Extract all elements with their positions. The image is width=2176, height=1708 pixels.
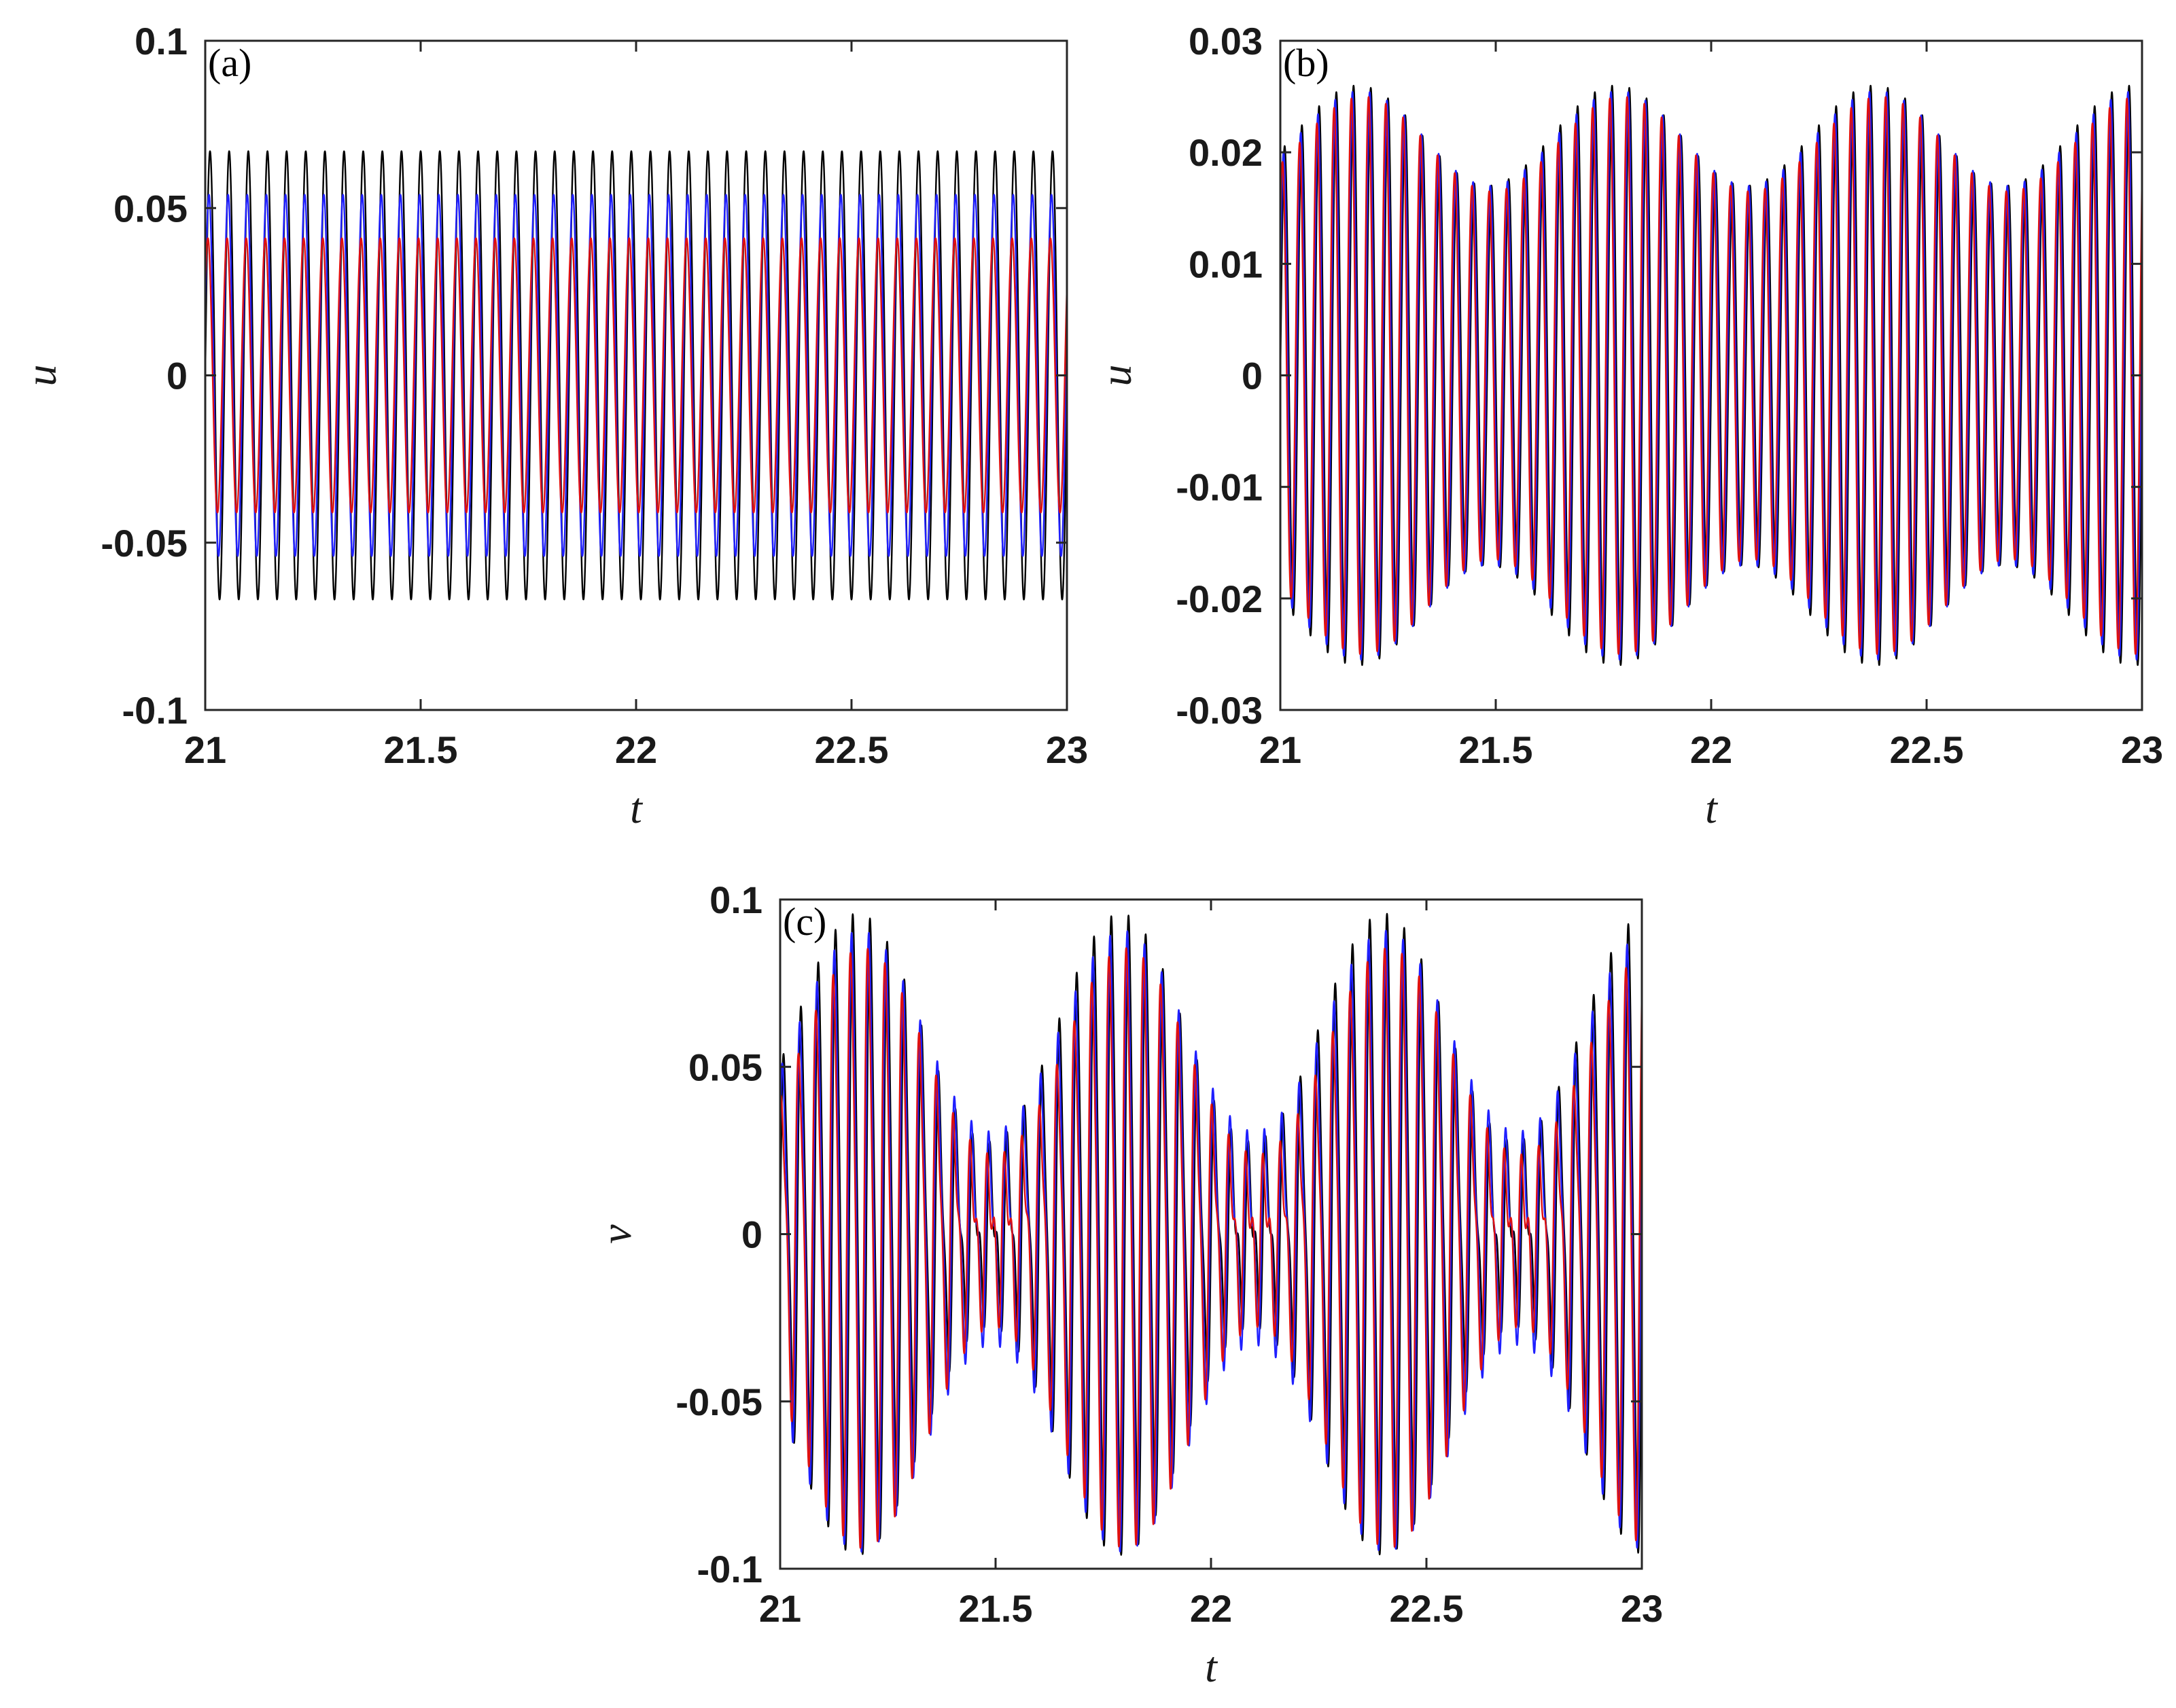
- panel-b-series-2-line: [1280, 90, 2142, 661]
- panel-b: 0.03 0.02 0.01 0 -0.01 -0.02 -0.03 21 21.5 22 22.…: [1092, 20, 2163, 832]
- panel-a-y-axis-label: u: [17, 365, 65, 387]
- panel-a-y-tick-label: -0.1: [122, 689, 188, 732]
- panel-b-x-tick-label: 21.5: [1459, 728, 1533, 771]
- panel-a-x-tick-label: 22: [615, 728, 657, 771]
- panel-a-x-tick-label: 23: [1046, 728, 1088, 771]
- panel-c-series-group: [780, 912, 1642, 1556]
- panel-b-y-tick-label: -0.01: [1176, 466, 1263, 509]
- panel-b-x-ticks: 21 21.5 22 22.5 23: [1259, 41, 2163, 771]
- panel-a-y-tick-label: 0.1: [135, 20, 188, 63]
- panel-c-x-ticks: 21 21.5 22 22.5 23: [759, 900, 1663, 1630]
- panel-b-y-tick-label: 0.02: [1189, 131, 1263, 174]
- panel-c-y-axis-label: v: [592, 1224, 640, 1244]
- panel-a-series-3-line: [205, 237, 1067, 514]
- panel-c-y-tick-label: 0.05: [688, 1046, 762, 1088]
- panel-c-series-1-line: [780, 912, 1642, 1556]
- panel-c-label: (c): [783, 900, 826, 944]
- panel-b-x-axis-label: t: [1705, 784, 1719, 832]
- panel-c-x-tick-label: 22.5: [1390, 1587, 1464, 1630]
- panel-b-x-tick-label: 23: [2121, 728, 2163, 771]
- panel-b-y-tick-label: 0.03: [1189, 20, 1263, 63]
- panel-a-x-tick-label: 22.5: [815, 728, 889, 771]
- panel-b-series-group: [1280, 84, 2142, 666]
- panel-a-x-tick-label: 21.5: [384, 728, 458, 771]
- panel-b-y-tick-label: 0: [1242, 355, 1263, 397]
- panel-c-x-tick-label: 21.5: [959, 1587, 1033, 1630]
- panel-a-series-group: [205, 150, 1067, 601]
- panel-b-y-tick-label: -0.02: [1176, 577, 1263, 620]
- panel-a-series-1-line: [205, 150, 1067, 601]
- panel-a-x-ticks: 21 21.5 22 22.5 23: [184, 41, 1088, 771]
- panel-a-y-ticks: 0.1 0.05 0 -0.05 -0.1: [101, 20, 1067, 732]
- panel-c-y-tick-label: 0: [741, 1213, 762, 1256]
- panel-b-y-tick-label: 0.01: [1189, 243, 1263, 285]
- panel-c-x-axis-label: t: [1205, 1643, 1218, 1691]
- panel-c: 0.1 0.05 0 -0.05 -0.1 21 21.5 22 22.5 23 (c) t v: [592, 878, 1663, 1691]
- panel-b-x-tick-label: 22.5: [1890, 728, 1964, 771]
- panel-a-x-axis-label: t: [630, 784, 644, 832]
- panel-b-y-ticks: 0.03 0.02 0.01 0 -0.01 -0.02 -0.03: [1176, 20, 2142, 732]
- panel-a-y-tick-label: 0.05: [113, 187, 188, 230]
- panel-a-x-tick-label: 21: [184, 728, 226, 771]
- panel-c-y-tick-label: 0.1: [709, 878, 762, 921]
- panel-a: 0.1 0.05 0 -0.05 -0.1 21 21.5 22 22.5 23 (a) t u: [17, 20, 1088, 832]
- panel-c-x-tick-label: 21: [759, 1587, 801, 1630]
- panel-b-x-tick-label: 22: [1690, 728, 1732, 771]
- panel-c-y-tick-label: -0.1: [697, 1548, 763, 1590]
- panel-b-x-tick-label: 21: [1259, 728, 1301, 771]
- panel-c-x-tick-label: 22: [1190, 1587, 1232, 1630]
- panel-b-series-3-line: [1280, 96, 2142, 655]
- panel-c-series-3-line: [780, 947, 1642, 1549]
- panel-c-y-ticks: 0.1 0.05 0 -0.05 -0.1: [675, 878, 1642, 1590]
- panel-a-label: (a): [208, 41, 251, 85]
- panel-c-x-tick-label: 23: [1621, 1587, 1663, 1630]
- panel-b-label: (b): [1283, 41, 1329, 85]
- panel-a-y-tick-label: -0.05: [101, 522, 188, 565]
- panel-b-y-tick-label: -0.03: [1176, 689, 1263, 732]
- panel-c-y-tick-label: -0.05: [675, 1381, 762, 1423]
- panel-b-y-axis-label: u: [1092, 365, 1140, 387]
- panel-a-y-tick-label: 0: [166, 355, 188, 397]
